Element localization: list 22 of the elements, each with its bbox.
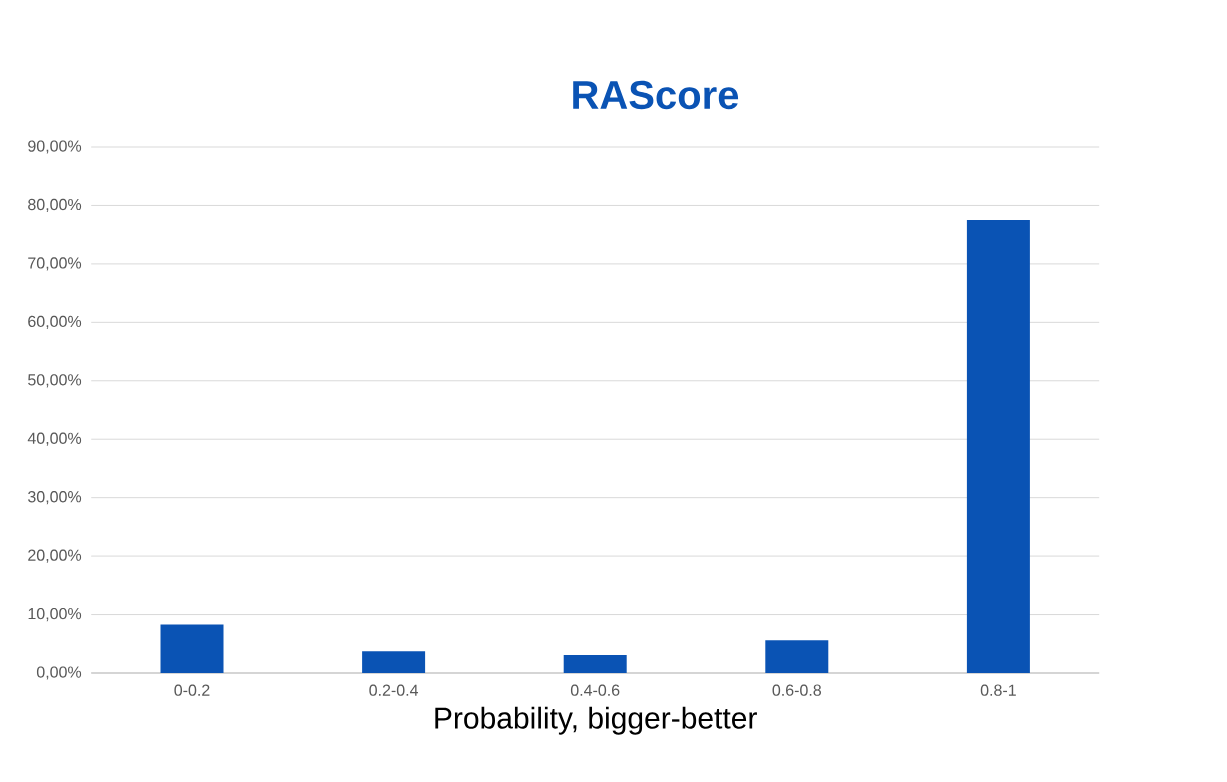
x-tick-label: 0.2-0.4: [369, 684, 419, 696]
x-tick-label: 0.8-1: [980, 684, 1016, 696]
y-tick-label: 90,00%: [28, 140, 82, 154]
x-tick-label: 0.4-0.6: [570, 684, 620, 696]
y-tick-label: 20,00%: [28, 549, 82, 563]
x-tick-label: 0-0.2: [174, 684, 210, 696]
y-tick-label: 10,00%: [28, 607, 82, 622]
y-tick-label: 40,00%: [27, 432, 82, 446]
y-tick-label: 60,00%: [28, 315, 82, 329]
bar: [765, 640, 829, 673]
bar: [160, 624, 224, 673]
bar: [563, 654, 627, 673]
y-tick-label: 50,00%: [28, 374, 82, 388]
y-tick-label: 70,00%: [28, 257, 82, 271]
y-tick-label: 80,00%: [28, 198, 82, 213]
x-tick-label: 0.6-0.8: [772, 684, 822, 696]
y-tick-label: 0,00%: [36, 666, 82, 680]
x-axis-title: Probability, bigger-better: [435, 706, 757, 735]
y-tick-label: 30,00%: [28, 491, 82, 505]
chart-title: RAScore: [573, 80, 739, 110]
bar: [362, 651, 426, 673]
bar: [966, 220, 1030, 673]
